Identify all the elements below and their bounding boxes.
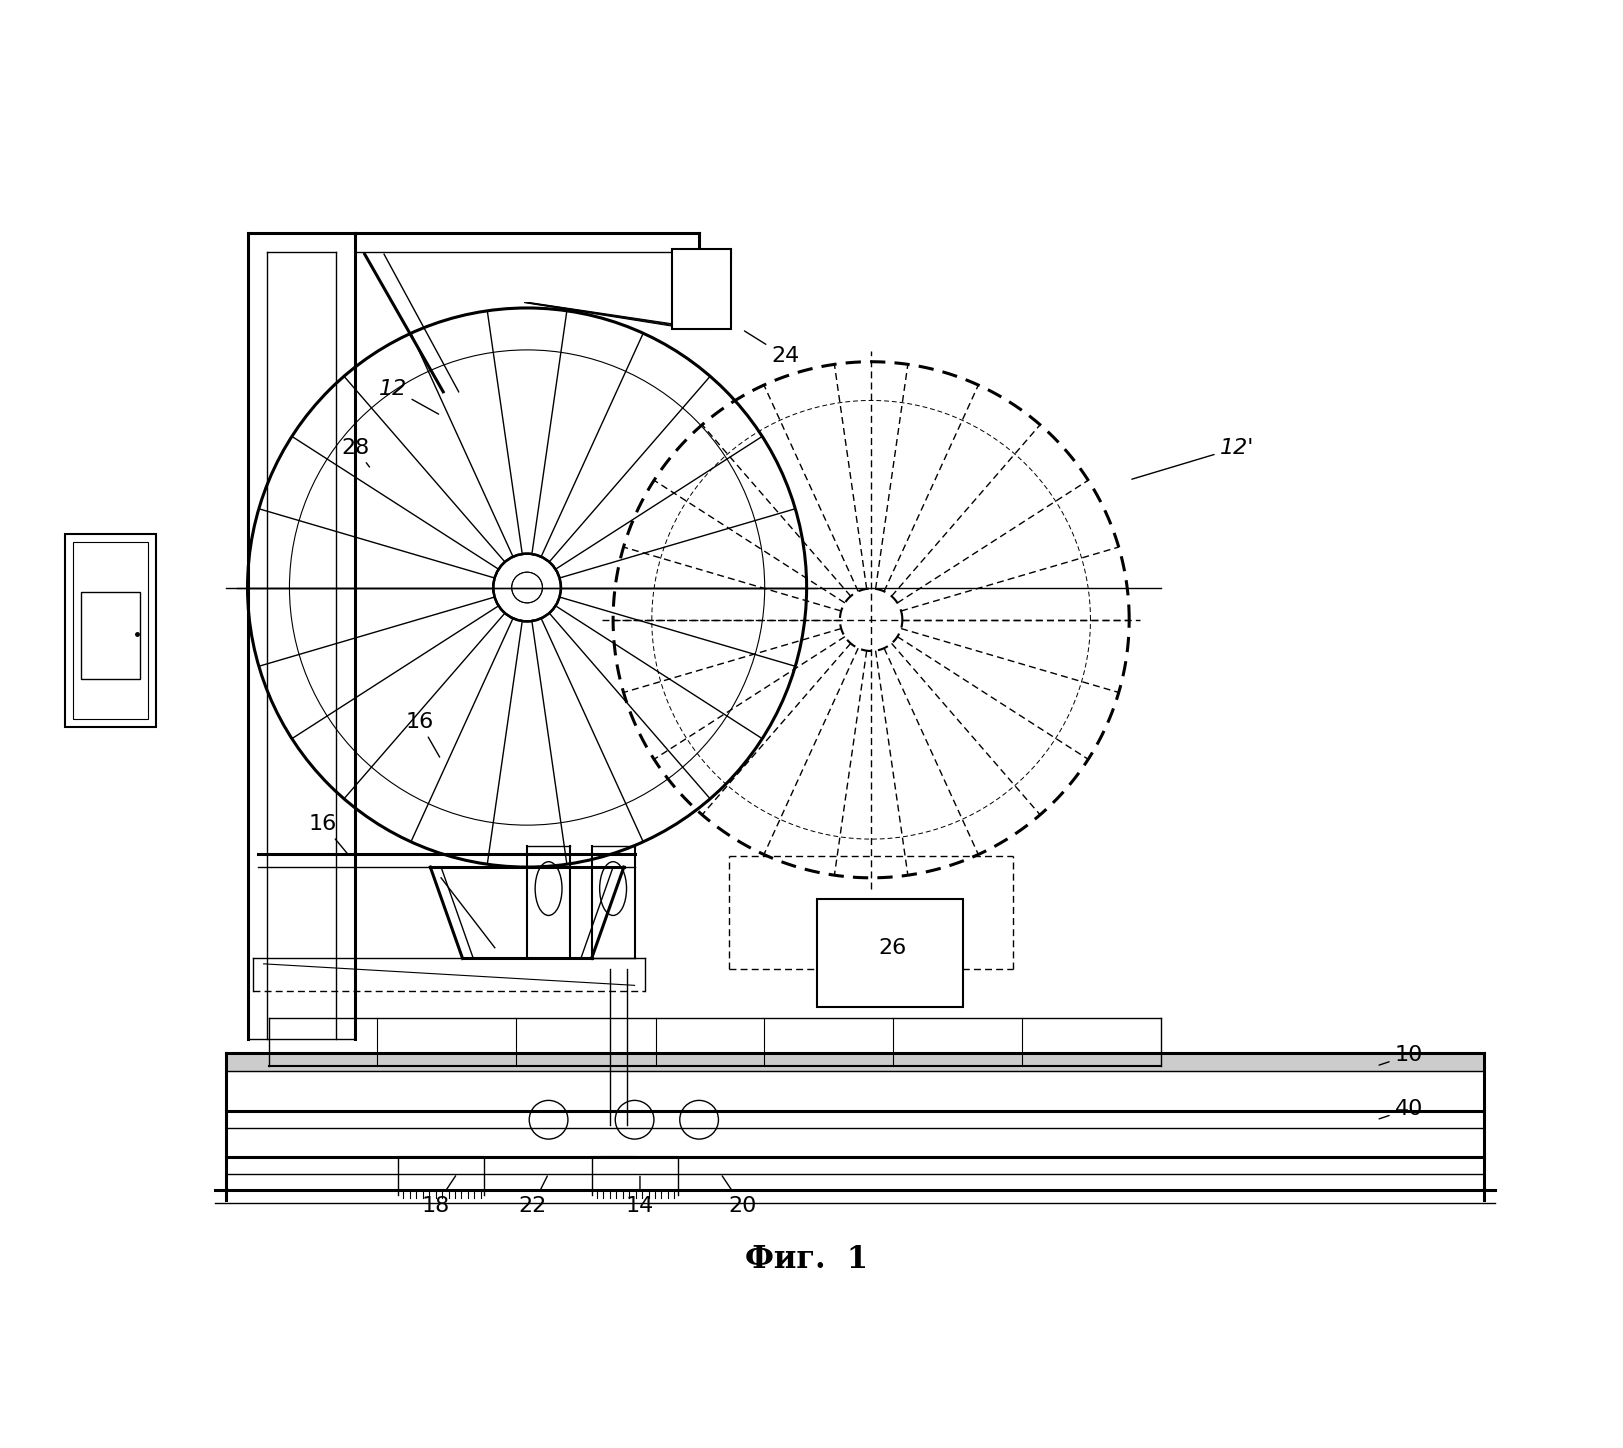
Text: 16: 16 xyxy=(406,712,440,757)
Circle shape xyxy=(842,591,899,649)
Text: 28: 28 xyxy=(341,437,370,468)
Text: 26: 26 xyxy=(878,938,906,957)
Text: 18: 18 xyxy=(422,1176,456,1216)
Circle shape xyxy=(497,557,557,618)
Text: 12: 12 xyxy=(378,378,438,414)
Bar xyxy=(65,534,156,727)
Text: 14: 14 xyxy=(625,1176,654,1216)
Text: 16: 16 xyxy=(308,814,347,854)
Bar xyxy=(81,592,140,679)
Bar xyxy=(73,543,148,718)
Text: Фиг.  1: Фиг. 1 xyxy=(745,1244,868,1276)
Bar xyxy=(672,249,730,330)
Text: 10: 10 xyxy=(1378,1045,1422,1066)
Text: 20: 20 xyxy=(722,1176,756,1216)
Bar xyxy=(816,899,962,1006)
Text: 24: 24 xyxy=(743,332,799,366)
Text: 40: 40 xyxy=(1378,1099,1422,1119)
Text: 22: 22 xyxy=(518,1176,547,1216)
Text: 12': 12' xyxy=(1131,437,1253,479)
